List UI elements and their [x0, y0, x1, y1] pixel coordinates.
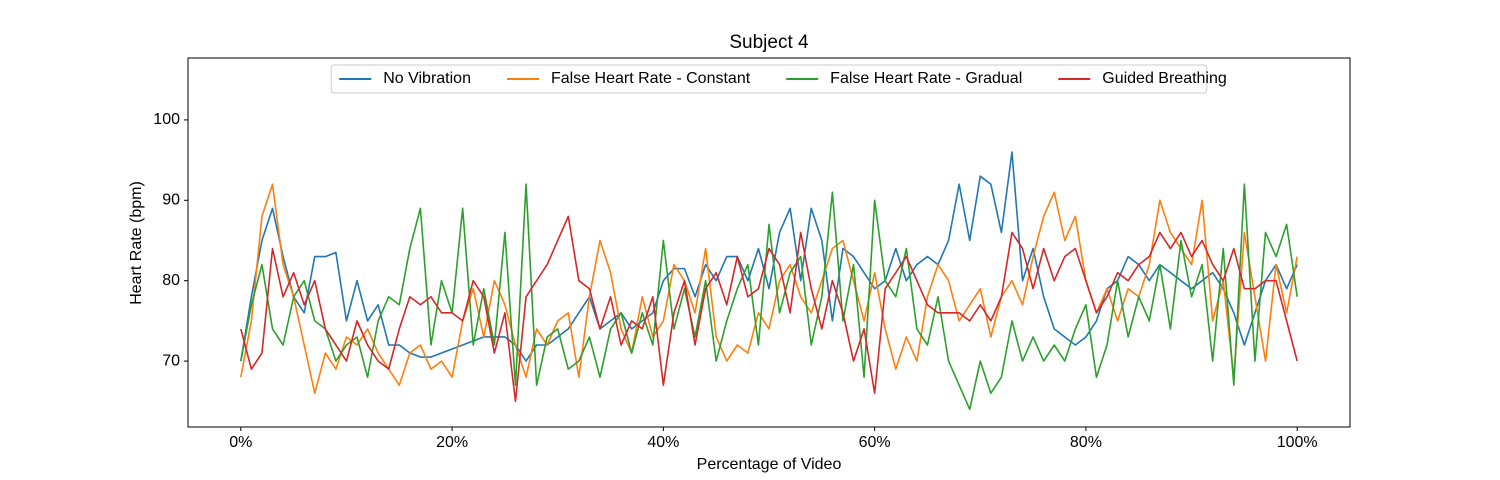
y-axis-label: Heart Rate (bpm) [128, 181, 145, 305]
legend-box [330, 64, 1208, 94]
series-line [240, 151, 1298, 362]
legend-label: No Vibration [383, 70, 471, 87]
legend-label: False Heart Rate - Gradual [830, 70, 1022, 87]
legend-label: Guided Breathing [1102, 70, 1227, 87]
x-tick-label: 80% [1070, 434, 1102, 451]
x-tick-label: 20% [436, 434, 468, 451]
legend: No Vibration False Heart Rate - Constant F… [330, 64, 1227, 94]
series-line [240, 183, 1298, 411]
chart-title: Subject 4 [729, 32, 809, 53]
y-tick-label: 90 [162, 192, 180, 209]
y-tick-label: 100 [153, 111, 180, 128]
x-tick-label: 40% [647, 434, 679, 451]
legend-label: False Heart Rate - Constant [551, 70, 751, 87]
y-tick-label: 70 [162, 352, 180, 369]
series-line [240, 183, 1298, 395]
y-tick-label: 80 [162, 272, 180, 289]
plot-frame [187, 57, 1351, 428]
x-tick-label: 60% [859, 434, 891, 451]
x-tick-label: 0% [229, 434, 252, 451]
x-tick-label: 100% [1277, 434, 1318, 451]
series-line [240, 215, 1298, 403]
x-axis-label: Percentage of Video [697, 456, 842, 473]
